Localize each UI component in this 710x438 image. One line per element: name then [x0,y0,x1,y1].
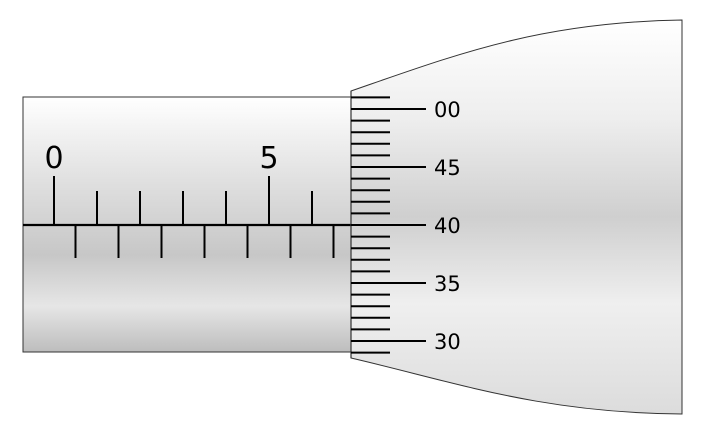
sleeve-tick-group [53,176,335,258]
thimble-label-40: 40 [434,214,461,238]
sleeve-label-0: 0 [44,141,63,176]
thimble-body [350,19,683,415]
thimble-label-35: 35 [434,272,461,296]
thimble-label-30: 30 [434,330,461,354]
thimble-label-45: 45 [434,156,461,180]
thimble-label-00: 00 [434,98,461,122]
thimble-tick-group [351,96,426,354]
sleeve-label-5: 5 [259,141,278,176]
